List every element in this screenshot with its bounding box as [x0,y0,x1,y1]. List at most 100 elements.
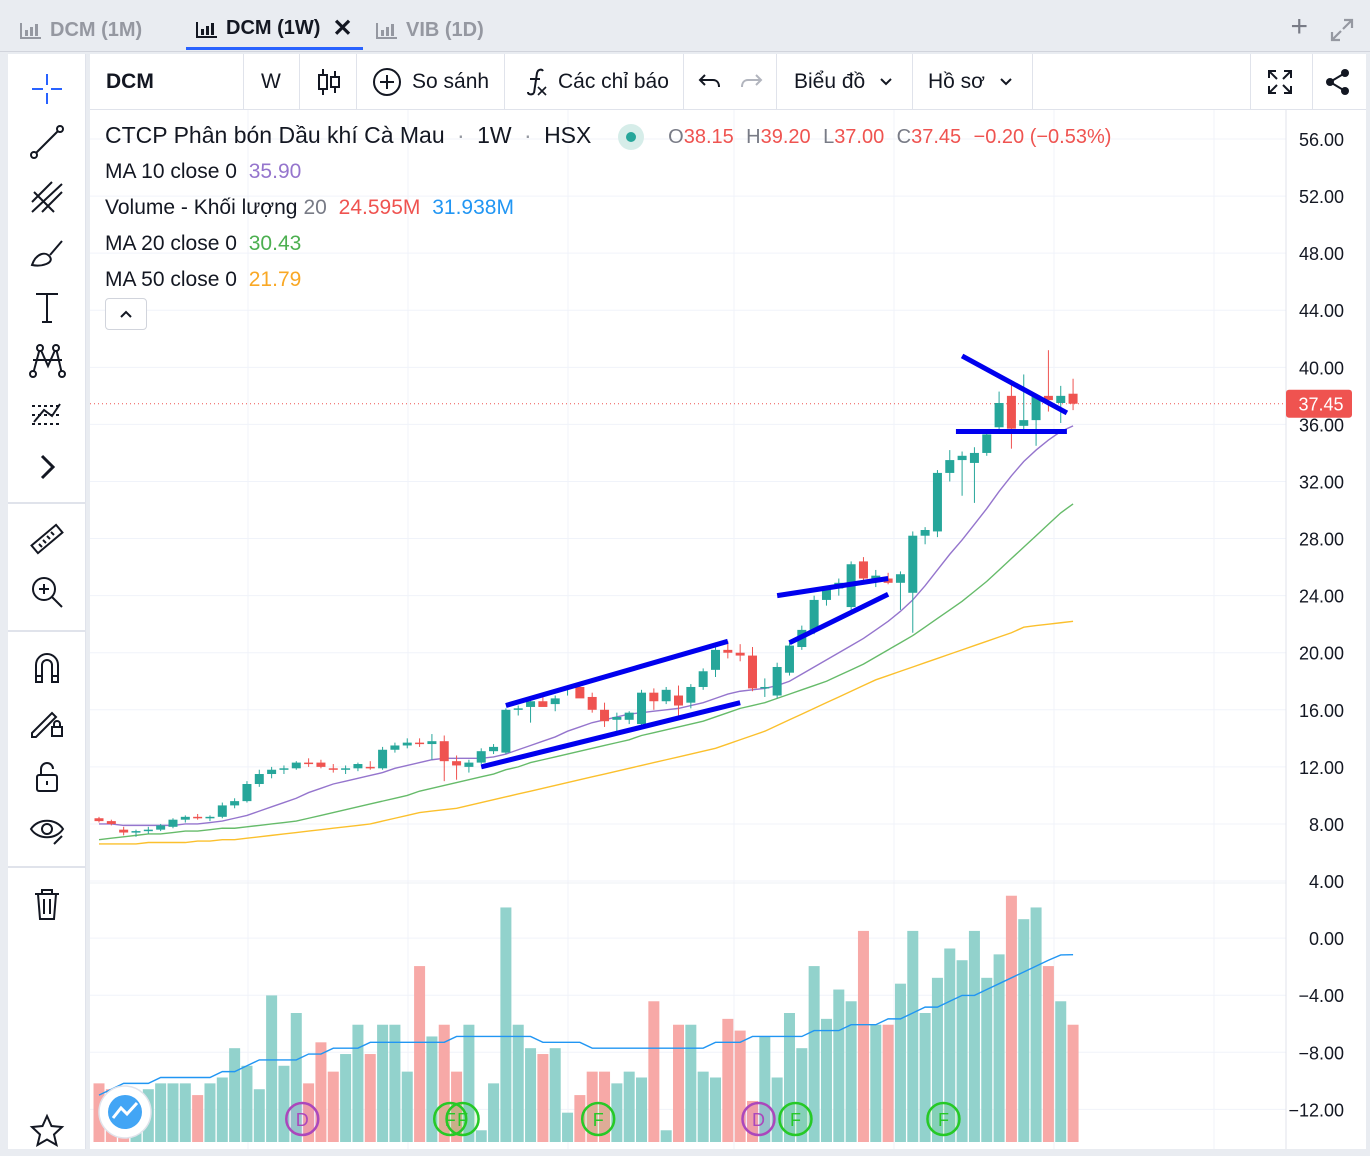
price-tick-label: 52.00 [1299,187,1344,207]
last-price-badge[interactable] [1286,389,1352,418]
candle-body [328,768,338,770]
high-value: 39.20 [760,126,811,148]
forecast-icon [32,403,62,425]
remove-drawings-tool[interactable] [8,879,86,929]
candle-body [378,749,388,769]
candle [587,692,597,713]
lock-drawing-tool[interactable] [8,697,86,747]
logo-button[interactable] [98,1085,152,1139]
divider [8,866,86,868]
trendline-tool[interactable] [8,117,86,167]
financial-marker[interactable]: F [580,1101,616,1137]
fullscreen-button[interactable] [1266,54,1294,110]
channel-1-upper[interactable] [505,638,729,708]
candle [230,798,240,809]
hide-drawings-tool[interactable] [8,804,86,854]
ma20-legend[interactable]: MA 20 close 0 30.43 [105,232,307,256]
volume-label: Volume - Khối lượng [105,196,298,219]
add-tab-icon[interactable]: + [1290,10,1308,43]
ma10-legend[interactable]: MA 10 close 0 35.90 [105,160,307,184]
marker-circle [926,1101,961,1137]
brush-tool[interactable] [8,227,86,277]
market-status-icon[interactable] [617,123,644,150]
candle [94,816,104,823]
collapse-legend-button[interactable] [105,298,147,330]
prediction-tool[interactable] [8,390,86,440]
text-tool[interactable] [8,282,86,332]
share-button[interactable] [1324,54,1352,110]
indicators-button[interactable]: Các chỉ báo [522,54,669,110]
pattern-tool[interactable] [8,336,86,386]
candle-body [526,701,536,707]
triangle-upper[interactable] [960,353,1069,416]
close-icon[interactable]: ✕ [332,15,353,42]
price-tick-label: 28.00 [1299,530,1344,550]
candle-body [193,816,203,819]
compare-button[interactable]: So sánh [372,54,489,110]
ma50-legend[interactable]: MA 50 close 0 21.79 [105,268,307,292]
zoom-tool[interactable] [8,567,86,617]
candle-body [538,701,548,707]
marker-label: F [790,1110,801,1130]
divider [1032,54,1033,110]
candle-body [674,695,684,706]
tab-dcm-1m[interactable]: DCM (1M) [10,10,152,50]
open-label: O [668,126,684,148]
tab-dcm-1w[interactable]: DCM (1W) ✕ [186,10,363,50]
candle-body [587,696,597,710]
expand-icon[interactable] [1328,16,1356,44]
volume-bar [167,1083,179,1142]
chart-pane[interactable]: DFFFDFF 56.0052.0048.0044.0040.0036.0032… [90,110,1366,1149]
price-chart[interactable]: DFFFDFF 56.0052.0048.0044.0040.0036.0032… [90,110,1366,1149]
profile-menu-button[interactable]: Hồ sơ [928,54,1013,110]
channel-2-upper[interactable] [776,576,889,599]
dividend-marker[interactable]: D [741,1101,776,1137]
price-tick-label: 24.00 [1299,587,1344,607]
crosshair-tool[interactable] [8,64,86,114]
unlock-icon [36,762,58,792]
financial-marker[interactable]: F [926,1101,961,1137]
candle [920,527,930,545]
chart-menu-button[interactable]: Biểu đồ [794,54,893,110]
trendlines[interactable] [480,353,1069,770]
symbol-search-button[interactable]: DCM [106,70,154,93]
candle-body [415,742,425,745]
fib-tool[interactable] [8,172,86,222]
candle [513,705,523,716]
volume-legend[interactable]: Volume - Khối lượng 20 24.595M 31.938M [105,196,520,220]
channel-1-lower[interactable] [480,700,741,770]
chart-style-button[interactable] [316,54,342,110]
tab-vib-1d[interactable]: VIB (1D) [366,10,494,50]
volume-bar [783,1013,795,1142]
low-value: 37.00 [834,126,885,148]
volume-bar [981,977,993,1142]
volume-bar [549,1048,561,1142]
lock-all-tool[interactable] [8,752,86,802]
more-tools-button[interactable] [8,442,86,492]
financial-marker[interactable]: F [778,1101,813,1137]
star-icon [29,1113,65,1148]
volume-bar [537,1054,549,1142]
financial-marker[interactable]: F [432,1101,468,1137]
measure-tool[interactable] [8,514,86,564]
dividend-marker[interactable]: D [285,1101,320,1137]
volume-bar [685,1024,697,1142]
candle [895,571,905,610]
undo-button[interactable] [697,54,723,110]
candle [291,761,301,770]
financial-marker[interactable]: F [445,1101,480,1137]
candle-body [1019,420,1029,426]
redo-button[interactable] [738,54,764,110]
favorites-tool[interactable] [8,1106,86,1156]
candle-body [612,716,622,720]
candle-body [180,816,190,820]
event-markers[interactable]: DFFFDFF [98,1085,961,1139]
divider [776,54,777,110]
grid [90,110,1286,1149]
channel-2-lower[interactable] [788,591,890,645]
volume-bar [562,1112,574,1142]
interval-button[interactable]: W [261,70,281,93]
magnet-tool[interactable] [8,642,86,692]
volume-bar [463,1024,475,1142]
price-axis[interactable]: 56.00 52.00 48.00 44.00 40.00 36.00 32.00 28.00… [1285,110,1366,1149]
